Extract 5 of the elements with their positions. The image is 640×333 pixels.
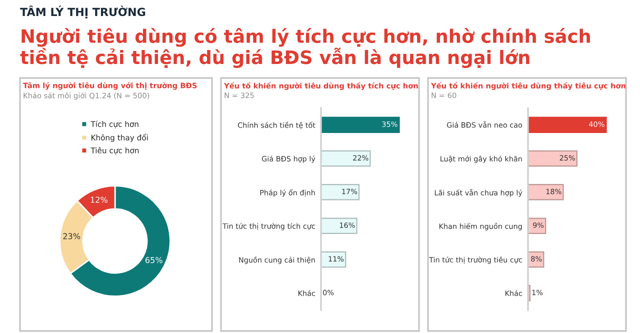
data-label: 12% — [90, 196, 108, 203]
data-label: 23% — [63, 233, 80, 240]
text: TÂM LÝ THỊ TRƯỜNG — [20, 6, 146, 18]
data-label: 65% — [145, 257, 162, 264]
text: Người tiêu dùng có tâm lý tích cực hơn, nhờ chính sách tiền tệ cải thiện, dù giá BĐS vẫn là quan ngại lớn — [20, 28, 590, 68]
